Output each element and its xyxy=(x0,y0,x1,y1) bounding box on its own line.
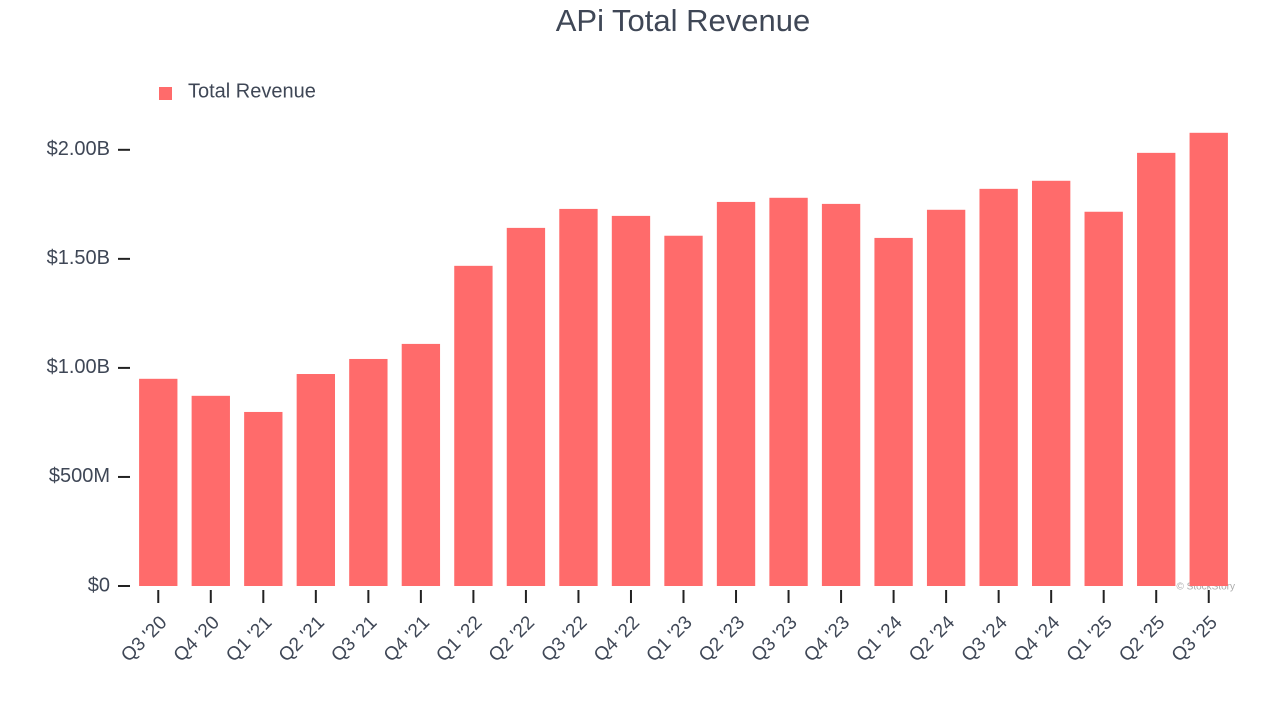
bar xyxy=(454,265,493,586)
watermark: © StockStory xyxy=(1177,582,1236,593)
bar xyxy=(244,411,283,586)
bar xyxy=(611,215,651,586)
chart-title: APi Total Revenue xyxy=(556,3,810,38)
bar xyxy=(769,197,808,587)
bar xyxy=(559,208,598,586)
legend-label: Total Revenue xyxy=(188,80,316,102)
bar xyxy=(926,209,966,587)
bar xyxy=(979,188,1018,586)
x-tick-label: Q2 '22 xyxy=(485,612,539,666)
bar xyxy=(139,378,178,586)
x-tick-label: Q3 '24 xyxy=(958,612,1012,666)
x-tick-label: Q4 '20 xyxy=(170,612,224,666)
bar xyxy=(401,343,441,586)
y-tick-label: $1.00B xyxy=(47,356,110,378)
bar xyxy=(1137,152,1176,586)
x-tick-label: Q3 '23 xyxy=(748,612,802,666)
x-tick-label: Q3 '25 xyxy=(1168,612,1222,666)
x-tick-label: Q1 '23 xyxy=(643,612,697,666)
bar xyxy=(506,227,546,586)
legend-swatch xyxy=(159,87,172,100)
x-tick-label: Q4 '23 xyxy=(800,612,854,666)
x-tick-label: Q4 '21 xyxy=(380,612,434,666)
x-tick-label: Q1 '24 xyxy=(853,612,907,666)
y-tick-label: $0 xyxy=(88,574,110,596)
x-tick-label: Q2 '21 xyxy=(275,612,329,666)
x-tick-label: Q1 '25 xyxy=(1063,612,1117,666)
x-tick-label: Q4 '22 xyxy=(590,612,644,666)
x-tick-label: Q1 '22 xyxy=(432,612,486,666)
x-tick-label: Q4 '24 xyxy=(1010,612,1064,666)
x-tick-label: Q2 '24 xyxy=(905,612,959,666)
bar xyxy=(349,358,388,586)
y-tick-label: $2.00B xyxy=(47,138,110,160)
bar xyxy=(664,235,703,586)
bar xyxy=(874,237,913,587)
y-tick-label: $500M xyxy=(49,465,110,487)
bar xyxy=(1084,211,1123,586)
x-tick-label: Q2 '23 xyxy=(695,612,749,666)
x-tick-label: Q1 '21 xyxy=(222,612,276,666)
bar xyxy=(1031,180,1071,586)
x-tick-label: Q3 '20 xyxy=(117,612,171,666)
x-tick-label: Q2 '25 xyxy=(1115,612,1169,666)
bar xyxy=(296,374,336,586)
bar xyxy=(191,395,230,586)
x-tick-label: Q3 '22 xyxy=(538,612,592,666)
bar xyxy=(1189,132,1228,586)
bar xyxy=(716,201,756,587)
x-tick-label: Q3 '21 xyxy=(327,612,381,666)
bar xyxy=(821,203,861,586)
y-tick-label: $1.50B xyxy=(47,247,110,269)
